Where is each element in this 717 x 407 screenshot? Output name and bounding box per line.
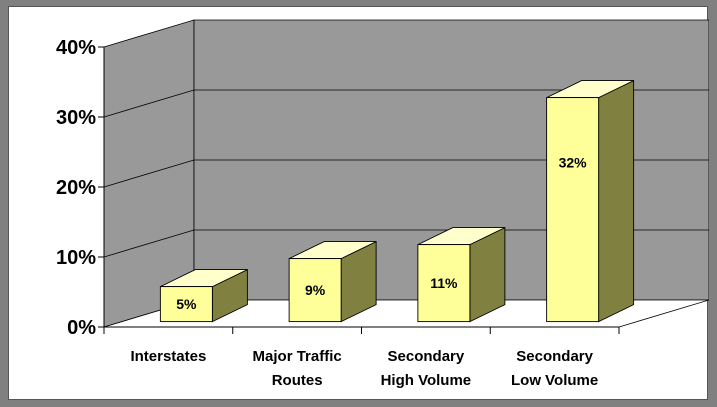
bar-chart: 0% 10% 20% 30% 40% 5% Interstates 9% Major Traff… [56,19,709,389]
y-tick-label: 10% [56,247,96,269]
category-label: Interstates [130,348,206,365]
y-tick-label: 30% [56,107,96,129]
bar [288,258,342,323]
chart-panel: 0% 10% 20% 30% 40% 5% Interstates 9% Major Traff… [8,6,709,400]
bar [546,97,600,323]
bar [417,244,471,323]
bar-side [598,79,635,323]
category-label: Secondary [388,348,465,365]
category-label: Secondary [516,348,593,365]
gridline [103,89,709,118]
category-label: High Volume [381,372,472,389]
gridline [103,229,709,258]
category-label: Major Traffic [253,348,342,365]
bar [159,286,213,323]
y-tick-label: 20% [56,177,96,199]
data-label: 9% [305,282,326,298]
category-label: Low Volume [511,372,598,389]
category-label: Routes [272,372,323,389]
data-label: 32% [559,155,588,171]
y-tick-label: 0% [67,317,96,339]
data-label: 11% [430,275,458,291]
data-label: 5% [176,296,197,312]
y-tick-label: 40% [56,37,96,59]
gridline [103,159,709,188]
